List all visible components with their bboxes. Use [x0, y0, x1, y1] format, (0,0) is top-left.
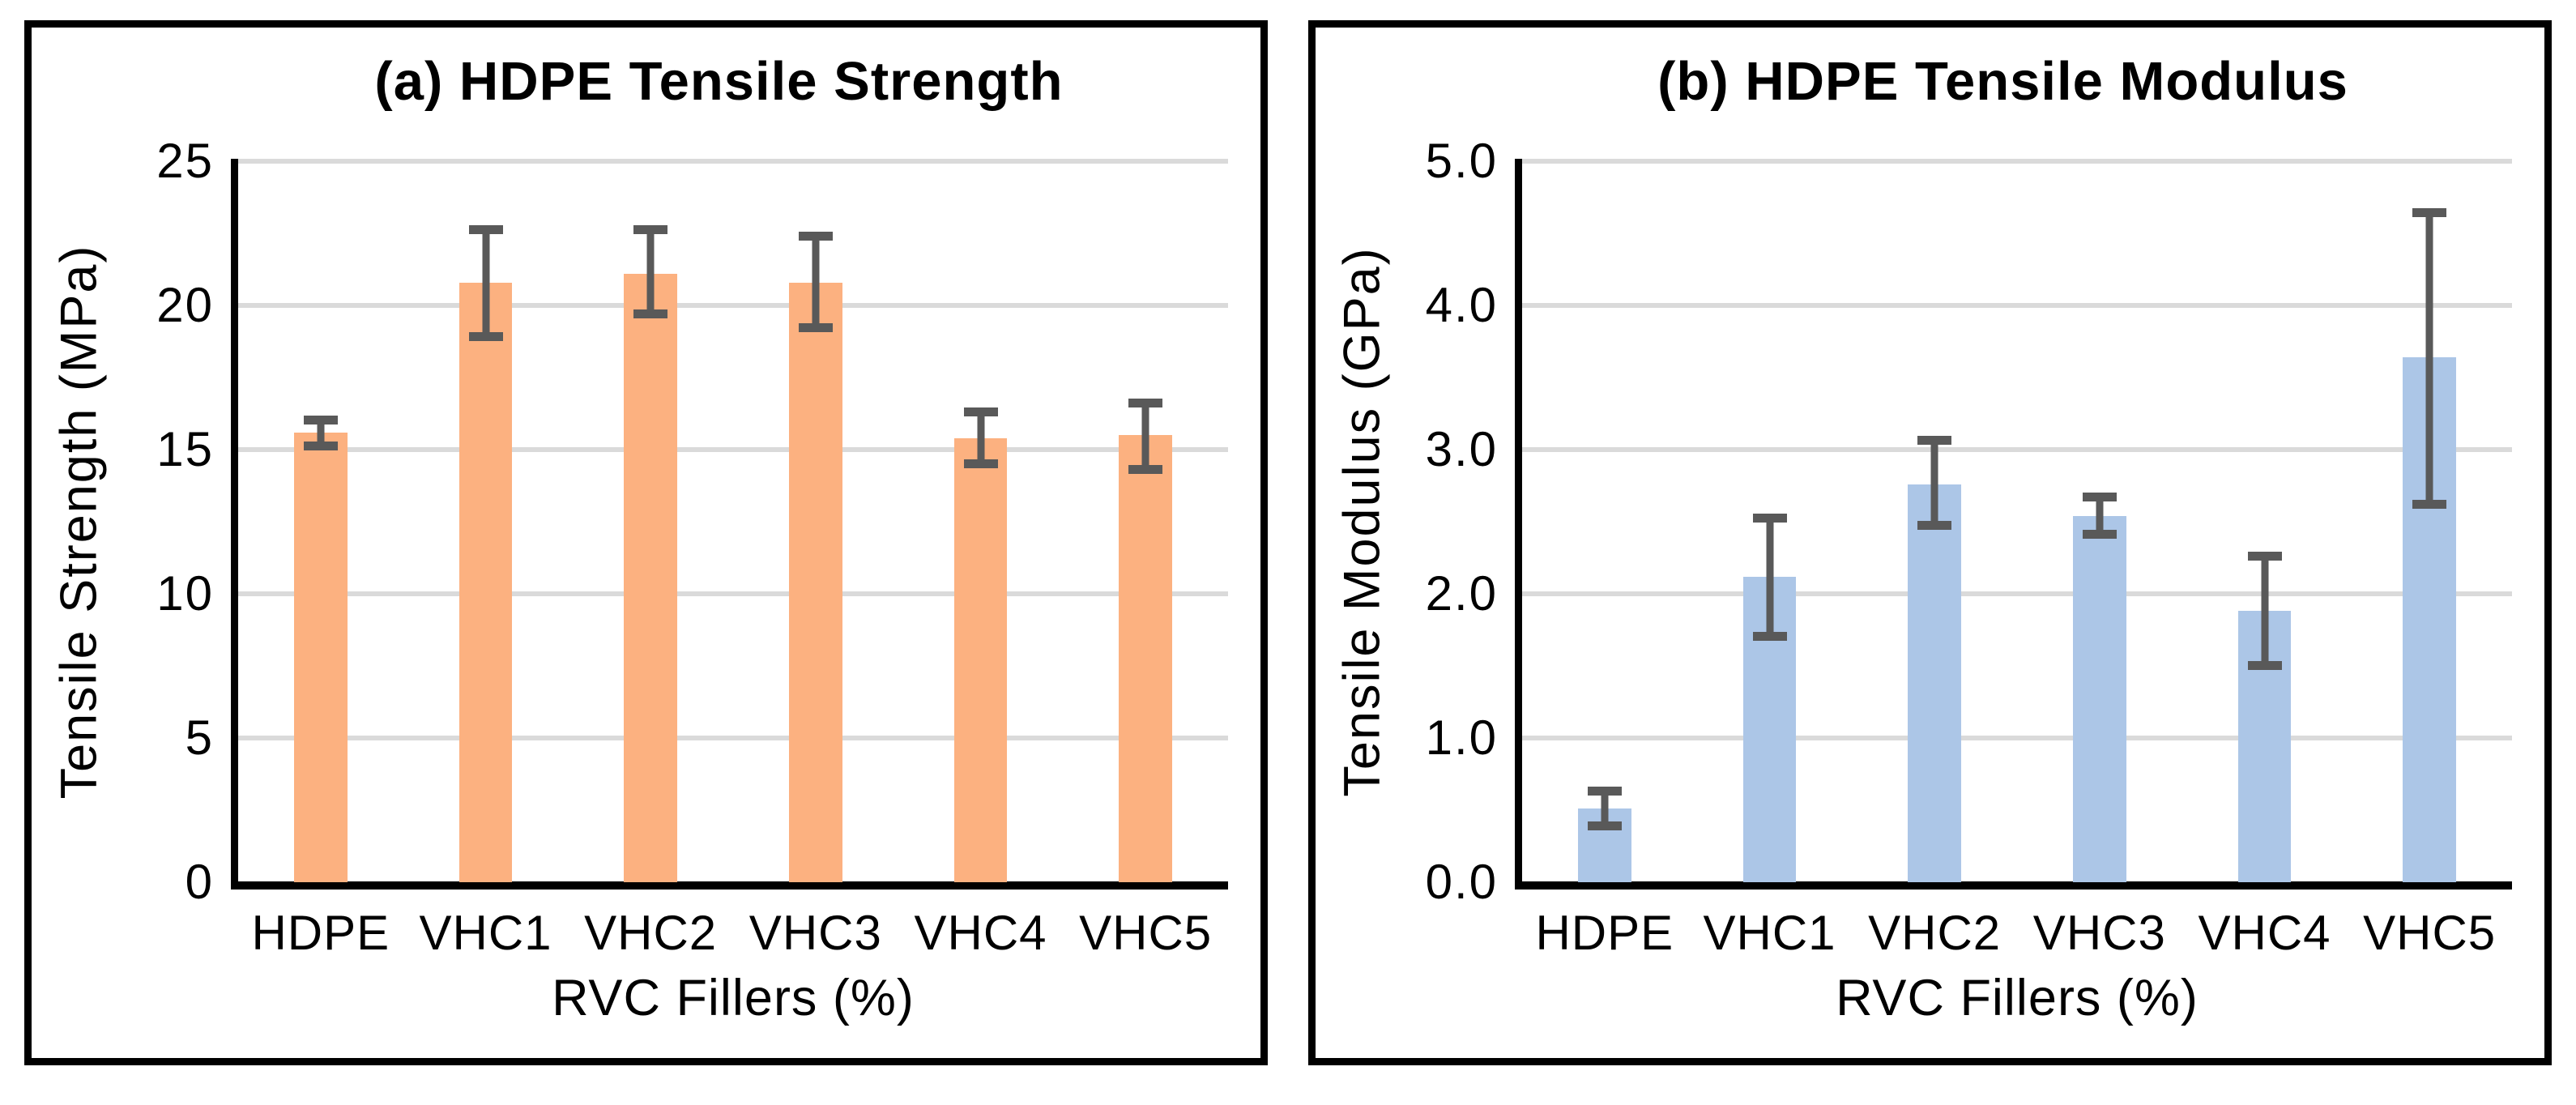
- y-tick-label: 20: [156, 278, 214, 332]
- gridline: [1522, 303, 2512, 308]
- y-tick-label: 15: [156, 422, 214, 476]
- gridline: [1522, 591, 2512, 596]
- gridline: [1522, 736, 2512, 740]
- category-label: VHC1: [419, 906, 552, 960]
- error-bar-line: [1141, 403, 1149, 470]
- x-axis-line: [1515, 881, 2512, 890]
- error-bar-cap: [1128, 464, 1163, 474]
- category-label: VHC5: [1079, 906, 1213, 960]
- error-bar-line: [812, 236, 820, 329]
- y-tick-label: 25: [156, 134, 214, 188]
- bar-vhc5: [1119, 435, 1173, 882]
- category-label: VHC3: [2032, 906, 2166, 960]
- error-bar-line: [2425, 213, 2433, 505]
- error-bar-cap: [303, 442, 338, 451]
- error-bar-cap: [1752, 514, 1787, 523]
- gridline: [1522, 159, 2512, 164]
- category-label: VHC1: [1703, 906, 1836, 960]
- error-bar-cap: [798, 323, 833, 333]
- error-bar-cap: [1752, 632, 1787, 642]
- plot-area: [1515, 159, 2512, 890]
- error-bar-line: [2096, 497, 2104, 535]
- error-bar-cap: [2247, 551, 2282, 561]
- y-tick-label: 10: [156, 566, 214, 621]
- error-bar-cap: [1917, 521, 1952, 531]
- category-label: VHC4: [2198, 906, 2331, 960]
- y-tick-labels: 0 5 10 15 20 25: [32, 137, 214, 907]
- x-category-labels: HDPE VHC1 VHC2 VHC3 VHC4 VHC5: [238, 905, 1228, 963]
- error-bar-cap: [1917, 436, 1952, 446]
- x-axis-title: RVC Fillers (%): [1836, 970, 2199, 1026]
- y-tick-label: 3.0: [1425, 422, 1498, 476]
- category-label: VHC4: [914, 906, 1047, 960]
- bar-vhc3: [788, 282, 842, 882]
- y-tick-label: 5: [185, 710, 214, 765]
- y-tick-label: 0.0: [1425, 855, 1498, 909]
- error-bar-line: [317, 420, 325, 447]
- category-label: HDPE: [1535, 906, 1674, 960]
- error-bar-cap: [303, 416, 338, 425]
- gridline: [238, 159, 1228, 164]
- error-bar-line: [1766, 518, 1773, 638]
- error-bar-cap: [963, 459, 998, 468]
- y-tick-labels: 0.0 1.0 2.0 3.0 4.0 5.0: [1316, 137, 1498, 907]
- y-tick-label: 4.0: [1425, 278, 1498, 332]
- gridline: [238, 303, 1228, 308]
- error-bar-cap: [798, 231, 833, 241]
- panel-b: (b) HDPE Tensile Modulus Tensile Modulus…: [1308, 20, 2552, 1065]
- error-bar-line: [1601, 791, 1609, 826]
- plot-area: [231, 159, 1228, 890]
- error-bar-cap: [633, 225, 668, 235]
- gridline: [238, 591, 1228, 596]
- chart-title: (b) HDPE Tensile Modulus: [1657, 51, 2348, 112]
- y-axis-line: [1515, 159, 1522, 882]
- bar-vhc2: [624, 273, 678, 882]
- category-label: HDPE: [251, 906, 390, 960]
- error-bar-line: [1930, 441, 1938, 527]
- error-bar-cap: [2082, 530, 2117, 540]
- error-bar-cap: [1128, 399, 1163, 408]
- chart-title: (a) HDPE Tensile Strength: [374, 51, 1064, 112]
- y-tick-label: 5.0: [1425, 134, 1498, 188]
- error-bar-line: [2261, 556, 2268, 666]
- error-bar-cap: [963, 407, 998, 416]
- bar-vhc1: [458, 282, 513, 882]
- error-bar-cap: [468, 332, 503, 342]
- error-bar-cap: [1587, 821, 1622, 830]
- category-label: VHC2: [584, 906, 718, 960]
- gridline: [1522, 447, 2512, 452]
- category-label: VHC3: [748, 906, 882, 960]
- panel-a: (a) HDPE Tensile Strength Tensile Streng…: [24, 20, 1268, 1065]
- x-axis-line: [231, 881, 1228, 890]
- gridline: [238, 447, 1228, 452]
- error-bar-cap: [468, 225, 503, 235]
- error-bar-cap: [2412, 499, 2447, 509]
- error-bar-cap: [2082, 492, 2117, 501]
- category-label: VHC2: [1868, 906, 2002, 960]
- error-bar-line: [482, 230, 489, 338]
- y-axis-line: [231, 159, 238, 882]
- y-tick-label: 0: [185, 855, 214, 909]
- x-axis-title: RVC Fillers (%): [552, 970, 915, 1026]
- error-bar-cap: [2412, 208, 2447, 218]
- gridline: [238, 736, 1228, 740]
- error-bar-line: [977, 412, 984, 464]
- error-bar-cap: [2247, 661, 2282, 670]
- y-tick-label: 1.0: [1425, 710, 1498, 765]
- category-label: VHC5: [2363, 906, 2497, 960]
- bar-vhc3: [2072, 515, 2126, 882]
- bar-hdpe: [293, 432, 348, 882]
- bar-vhc2: [1908, 484, 1962, 882]
- error-bar-cap: [1587, 786, 1622, 796]
- error-bar-cap: [633, 309, 668, 318]
- y-tick-label: 2.0: [1425, 566, 1498, 621]
- bar-vhc4: [953, 437, 1008, 882]
- x-category-labels: HDPE VHC1 VHC2 VHC3 VHC4 VHC5: [1522, 905, 2512, 963]
- error-bar-line: [646, 230, 655, 314]
